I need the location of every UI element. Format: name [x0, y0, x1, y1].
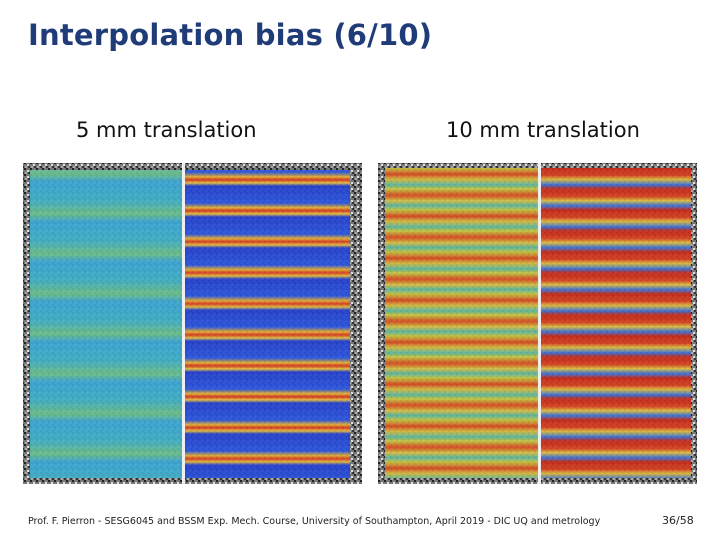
page-number: 36/58 [662, 514, 694, 527]
slide-title: Interpolation bias (6/10) [28, 18, 433, 52]
figure-image [378, 163, 697, 484]
figure-image [23, 163, 362, 484]
footer-text: Prof. F. Pierron - SESG6045 and BSSM Exp… [28, 516, 601, 527]
figure-caption: 5 mm translation [76, 118, 257, 142]
figure-caption: 10 mm translation [446, 118, 640, 142]
